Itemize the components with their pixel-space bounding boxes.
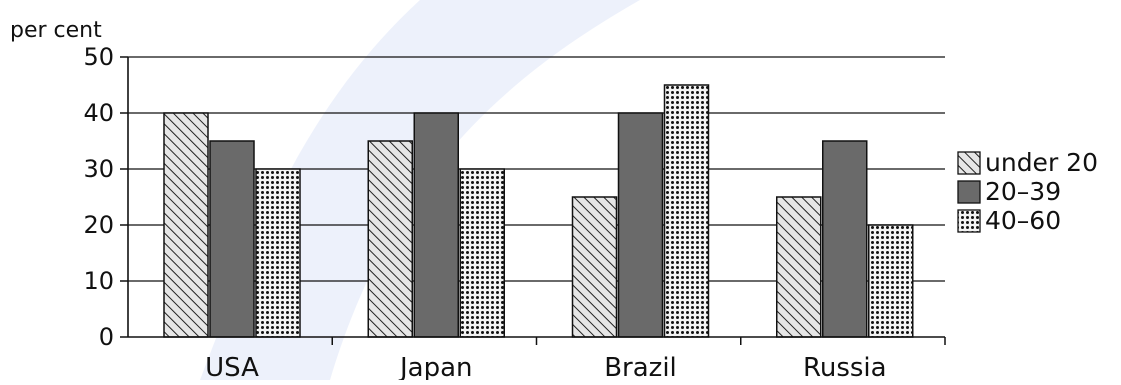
y-tick-label: 10	[83, 267, 114, 295]
x-tick-label: Brazil	[604, 353, 677, 380]
bar-brazil-2	[617, 112, 664, 338]
y-tick-label: 20	[83, 211, 114, 239]
bar-japan-2	[413, 112, 459, 338]
y-tick-label: 0	[99, 323, 114, 351]
axes: 0 10 20 30 40 50 USA Japan Brazil Russia	[83, 43, 946, 383]
y-tick-label: 40	[83, 99, 114, 127]
legend-label: under 20	[985, 148, 1098, 177]
bar-usa-3	[255, 168, 301, 338]
x-tick-label: USA	[205, 353, 259, 380]
y-axis-label: per cent	[10, 18, 102, 43]
bar-japan-3	[459, 168, 505, 338]
legend-swatch	[957, 180, 981, 204]
bar-russia-2	[822, 140, 868, 338]
bar-brazil-1	[571, 196, 618, 338]
bar-usa-2	[209, 140, 255, 338]
y-tick-label: 50	[83, 43, 114, 71]
bars	[163, 84, 914, 338]
legend-swatch	[957, 151, 981, 175]
watermark-swoosh	[200, 0, 640, 380]
bar-russia-3	[868, 224, 914, 338]
x-tick-label: Japan	[398, 353, 473, 380]
legend-label: 20–39	[985, 177, 1061, 206]
legend-swatch	[957, 209, 981, 233]
bar-russia-1	[776, 196, 822, 338]
y-tick-label: 30	[83, 155, 114, 183]
bar-usa-1	[163, 112, 209, 338]
x-tick-label: Russia	[803, 353, 887, 380]
bar-brazil-3	[663, 84, 710, 338]
bar-japan-1	[367, 140, 413, 338]
legend-label: 40–60	[985, 206, 1061, 235]
